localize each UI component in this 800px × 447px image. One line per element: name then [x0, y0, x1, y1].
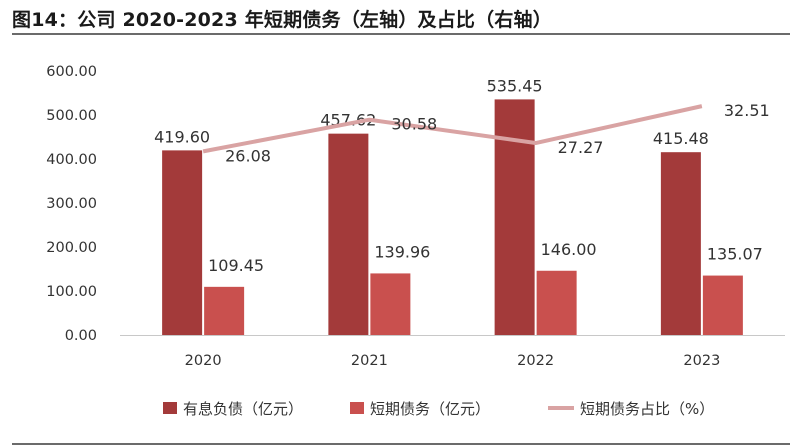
y-tick-label-6: 600.00: [46, 64, 97, 80]
label-short-debt-ratio-2022: 27.27: [558, 138, 604, 157]
label-interest-debt-2020: 419.60: [154, 127, 210, 146]
label-interest-debt-2022: 535.45: [487, 76, 543, 95]
y-tick-label-4: 400.00: [46, 152, 97, 168]
label-short-debt-2023: 135.07: [707, 245, 763, 264]
legend-label-short-debt: 短期债务（亿元）: [370, 400, 490, 418]
chart-header: 图14：公司 2020-2023 年短期债务（左轴）及占比（右轴）: [0, 0, 800, 35]
legend-label-interest-debt: 有息负债（亿元）: [183, 400, 303, 418]
y-tick-label-3: 300.00: [46, 196, 97, 212]
label-short-debt-ratio-2023: 32.51: [724, 101, 770, 120]
bar-short-debt-2022: [536, 270, 577, 335]
bar-interest-debt-2020: [162, 150, 203, 335]
bar-interest-debt-2021: [328, 133, 369, 335]
y-tick-label-2: 200.00: [46, 240, 97, 256]
x-tick-label-2020: 2020: [185, 353, 222, 369]
x-tick-label-2023: 2023: [683, 353, 720, 369]
bar-interest-debt-2023: [660, 152, 701, 335]
legend-swatch-short-debt: [350, 402, 364, 414]
label-short-debt-2020: 109.45: [208, 256, 264, 275]
label-short-debt-ratio-2021: 30.58: [391, 115, 437, 134]
bar-interest-debt-2022: [494, 99, 535, 335]
legend-label-short-debt-ratio: 短期债务占比（%）: [580, 400, 714, 418]
label-short-debt-2021: 139.96: [374, 242, 430, 261]
bottom-divider: [12, 443, 790, 445]
bar-short-debt-2021: [370, 273, 411, 335]
label-interest-debt-2023: 415.48: [653, 129, 709, 148]
y-tick-label-5: 500.00: [46, 108, 97, 124]
legend-swatch-interest-debt: [163, 402, 177, 414]
label-short-debt-ratio-2020: 26.08: [225, 146, 271, 165]
bar-short-debt-2023: [702, 275, 743, 335]
label-short-debt-2022: 146.00: [541, 240, 597, 259]
x-tick-label-2022: 2022: [517, 353, 554, 369]
title-divider: [12, 33, 790, 35]
y-tick-label-0: 0.00: [65, 328, 97, 344]
x-tick-label-2021: 2021: [351, 353, 388, 369]
chart-title: 图14：公司 2020-2023 年短期债务（左轴）及占比（右轴）: [12, 9, 552, 31]
y-tick-label-1: 100.00: [46, 284, 97, 300]
line-short-debt-ratio: [202, 104, 703, 154]
bar-short-debt-2020: [204, 286, 245, 335]
